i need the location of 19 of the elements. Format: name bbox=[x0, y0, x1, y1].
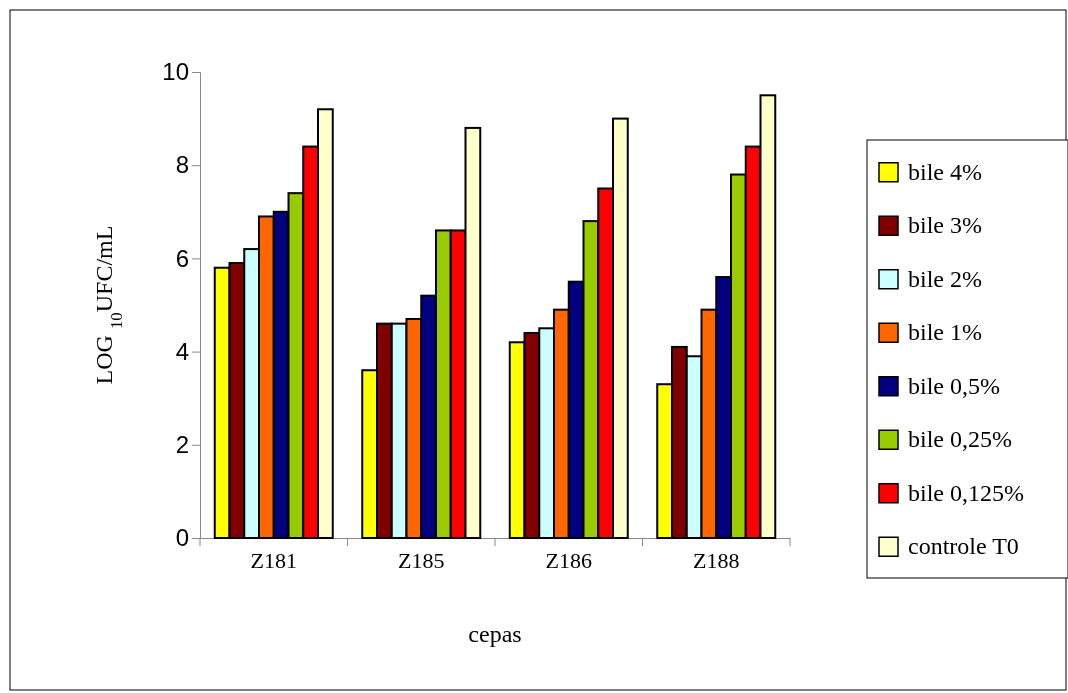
legend-label: bile 4% bbox=[908, 158, 982, 185]
x-tick-label: Z186 bbox=[545, 547, 592, 573]
x-axis-title: cepas bbox=[468, 621, 522, 647]
y-tick-label: 6 bbox=[175, 244, 189, 272]
y-tick-label: 10 bbox=[162, 58, 189, 86]
legend-label: bile 0,125% bbox=[908, 479, 1024, 506]
legend-label: controle T0 bbox=[908, 533, 1019, 560]
y-tick-label: 0 bbox=[175, 524, 189, 552]
y-tick-label: 8 bbox=[175, 151, 189, 179]
legend-label: bile 1% bbox=[908, 319, 982, 346]
x-tick-label: Z181 bbox=[250, 547, 297, 573]
legend-label: bile 0,25% bbox=[908, 426, 1012, 453]
y-tick-label: 4 bbox=[175, 337, 189, 365]
legend-label: bile 0,5% bbox=[908, 372, 1000, 399]
y-tick-label: 2 bbox=[175, 430, 189, 458]
x-tick-label: Z185 bbox=[398, 547, 445, 573]
legend-label: bile 2% bbox=[908, 265, 982, 292]
x-tick-label: Z188 bbox=[693, 547, 740, 573]
legend-label: bile 3% bbox=[908, 212, 982, 239]
